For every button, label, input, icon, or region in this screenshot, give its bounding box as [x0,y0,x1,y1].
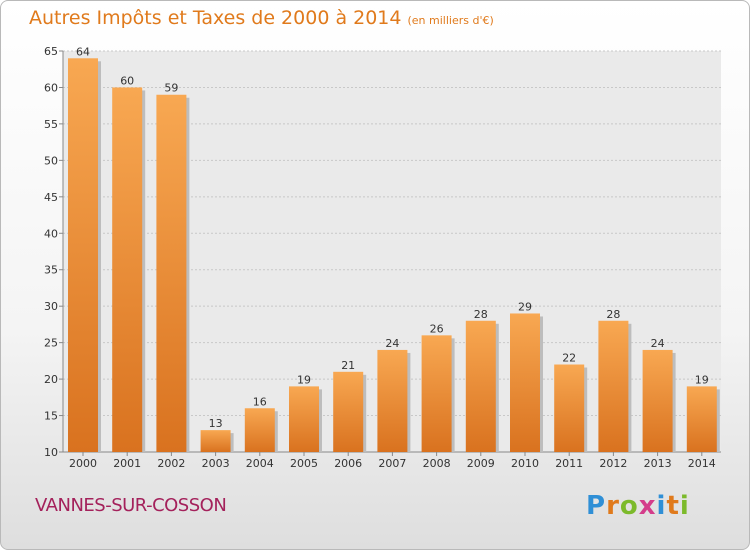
data-label: 21 [341,359,355,372]
data-label: 24 [385,337,399,350]
y-tick-label: 35 [44,264,58,277]
bar [156,94,187,452]
bar [510,313,540,452]
data-label: 24 [651,337,665,350]
bar [554,364,585,452]
y-tick-label: 25 [44,337,58,350]
data-label: 28 [474,308,488,321]
logo-letter: t [666,491,680,521]
data-label: 29 [518,300,532,313]
bar [642,349,673,452]
title-unit: (en milliers d'€) [407,14,494,27]
x-tick-label: 2009 [467,457,495,470]
y-tick-label: 20 [44,373,58,386]
bar [289,386,319,452]
data-label: 60 [120,74,134,87]
bar [112,87,143,453]
x-tick-label: 2004 [246,457,274,470]
logo-letter: P [586,491,607,521]
x-tick-label: 2010 [511,457,539,470]
x-tick-label: 2014 [688,457,716,470]
commune-name: VANNES-SUR-COSSON [35,495,227,516]
data-label: 19 [297,373,311,386]
y-tick-label: 55 [44,118,58,131]
data-label: 19 [695,373,709,386]
logo-letter: o [619,491,639,521]
title-text: Autres Impôts et Taxes de 2000 à 2014 [29,7,402,29]
x-tick-label: 2013 [644,457,672,470]
bar [686,386,717,452]
data-label: 26 [430,322,444,335]
x-tick-label: 2008 [423,457,451,470]
data-label: 22 [562,352,576,365]
data-label: 28 [606,308,620,321]
x-tick-label: 2000 [69,457,97,470]
y-tick-label: 60 [44,81,58,94]
bar [244,408,275,452]
bar [598,320,629,452]
bar [377,349,408,452]
y-tick-label: 15 [44,410,58,423]
y-tick-label: 65 [44,45,58,58]
y-tick-label: 40 [44,227,58,240]
x-tick-label: 2003 [202,457,230,470]
data-label: 16 [253,395,267,408]
data-label: 59 [164,82,178,95]
bar [465,320,496,452]
x-tick-label: 2002 [157,457,185,470]
x-tick-label: 2005 [290,457,318,470]
y-tick-label: 45 [44,191,58,204]
y-tick-label: 30 [44,300,58,313]
chart-title: Autres Impôts et Taxes de 2000 à 2014 (en… [29,7,494,29]
logo-letter: i [656,491,667,521]
y-tick-label: 10 [44,446,58,459]
bar [200,430,231,452]
logo-letter: r [606,491,620,521]
bar [333,371,364,452]
bar [421,335,452,452]
bar [68,58,98,453]
logo-letter: i [679,491,690,521]
logo-letter: x [638,491,657,521]
x-tick-label: 2006 [334,457,362,470]
y-tick-label: 50 [44,154,58,167]
data-label: 13 [209,417,223,430]
x-tick-label: 2012 [599,457,627,470]
x-tick-label: 2011 [555,457,583,470]
data-label: 64 [76,45,90,58]
x-tick-label: 2001 [113,457,141,470]
x-tick-label: 2007 [378,457,406,470]
proxiti-logo: Proxiti [586,491,690,521]
